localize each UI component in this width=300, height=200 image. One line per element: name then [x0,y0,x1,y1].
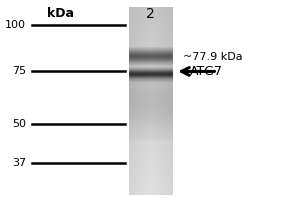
Text: 2: 2 [146,7,155,21]
Text: ~77.9 kDa: ~77.9 kDa [182,52,242,62]
Text: kDa: kDa [47,7,74,20]
Text: 37: 37 [12,158,26,168]
Text: 75: 75 [12,66,26,76]
Text: 50: 50 [12,119,26,129]
Text: ATG7: ATG7 [190,65,223,78]
Text: 100: 100 [5,20,26,30]
